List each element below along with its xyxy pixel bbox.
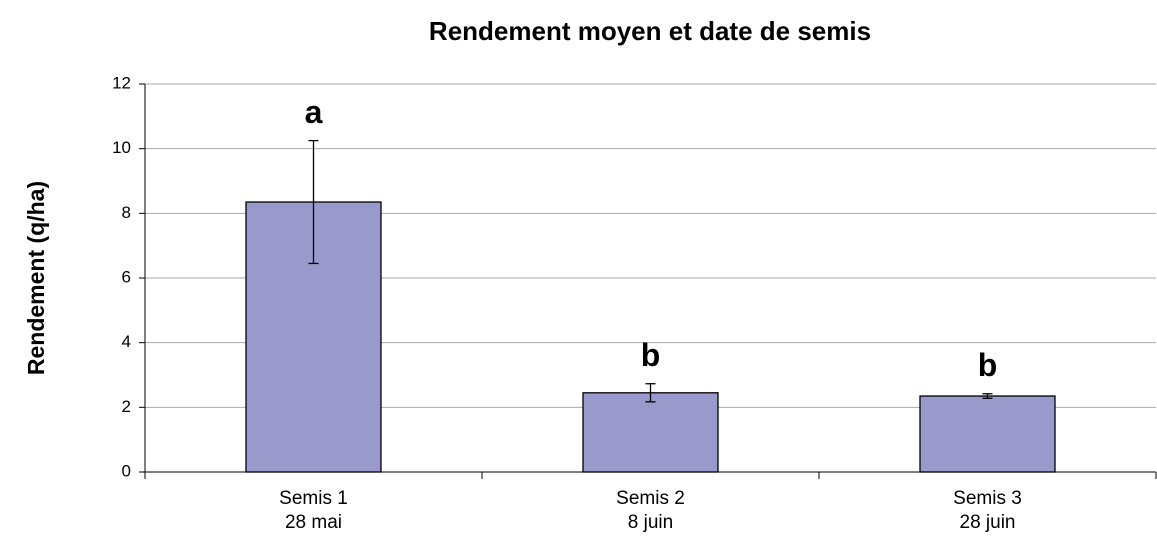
y-axis-label: Rendement (q/ha) [23, 181, 49, 375]
y-tick-label: 4 [122, 332, 131, 351]
y-tick-label: 2 [122, 397, 131, 416]
bar [582, 392, 719, 473]
x-tick-label: Semis 3 [953, 488, 1022, 509]
bar [919, 395, 1056, 473]
y-tick-label: 6 [122, 267, 131, 286]
significance-letter: a [305, 94, 323, 130]
x-tick-label: Semis 2 [616, 488, 685, 509]
significance-letter: b [978, 347, 998, 383]
significance-letter: b [641, 337, 661, 373]
x-tick-label: Semis 1 [279, 488, 348, 509]
y-tick-label: 8 [122, 203, 131, 222]
y-tick-label: 10 [112, 138, 131, 157]
y-tick-label: 12 [112, 73, 131, 92]
x-tick-label: 28 mai [285, 512, 342, 533]
y-tick-label: 0 [122, 461, 131, 480]
x-tick-label: 8 juin [628, 512, 673, 533]
chart-title: Rendement moyen et date de semis [429, 16, 871, 46]
x-tick-label: 28 juin [960, 512, 1016, 533]
